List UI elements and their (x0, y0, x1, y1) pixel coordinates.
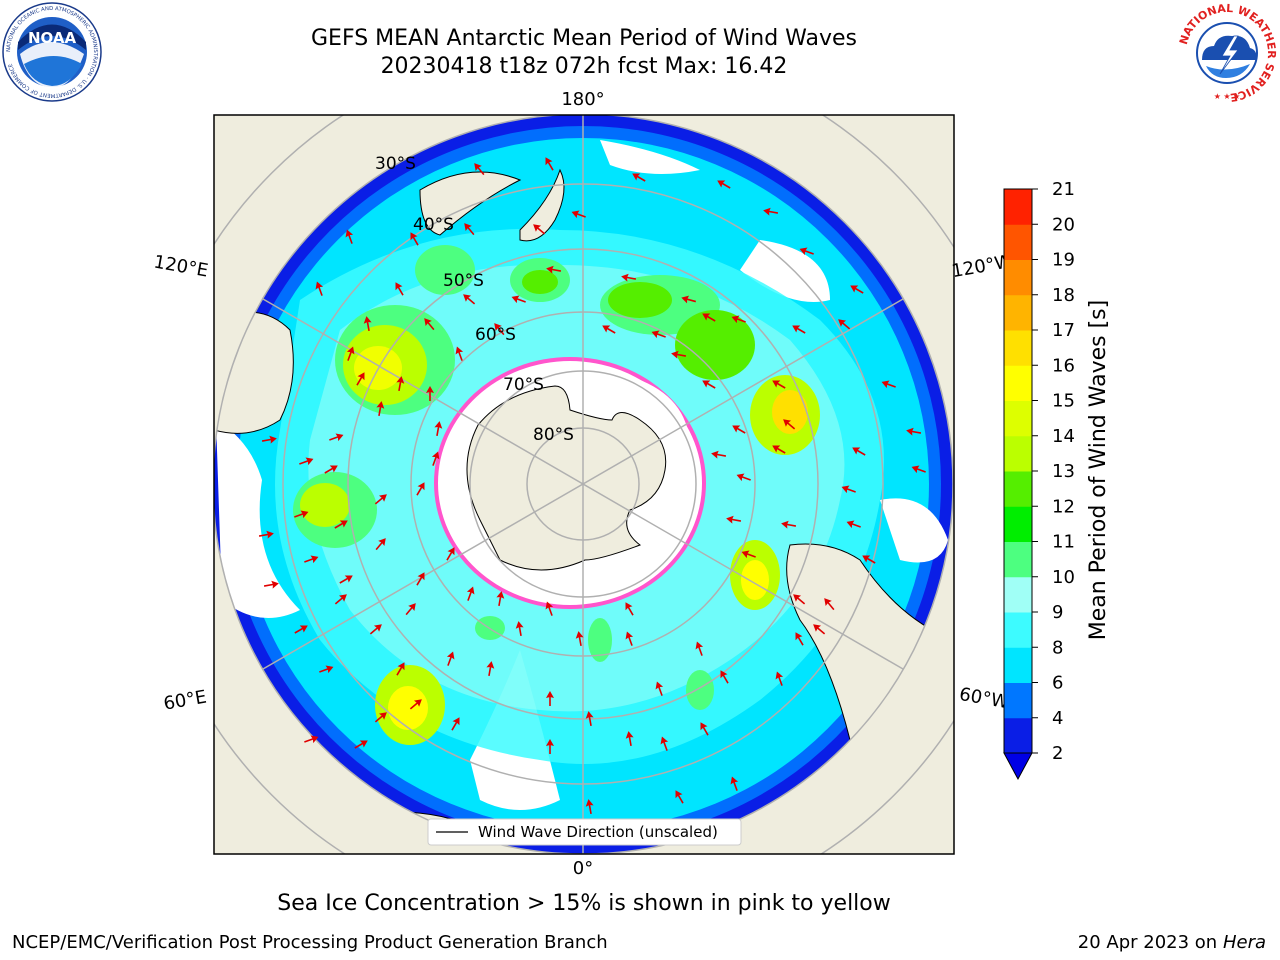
colorbar-tick-label: 21 (1052, 179, 1075, 200)
colorbar-label: Mean Period of Wind Waves [s] (1086, 300, 1111, 640)
new-zealand (519, 168, 565, 242)
lat-label-30s: 30°S (375, 154, 416, 174)
colorbar-segment (1004, 682, 1032, 719)
lon-label-60e: 60°E (162, 686, 208, 714)
colorbar-tick-label: 16 (1052, 355, 1075, 376)
colorbar-tick-label: 19 (1052, 250, 1075, 271)
colorbar-segment (1004, 612, 1032, 648)
map-title: GEFS MEAN Antarctic Mean Period of Wind … (311, 26, 857, 51)
colorbar-tick-label: 15 (1052, 391, 1075, 412)
colorbar-tick-label: 18 (1052, 285, 1075, 306)
noaa-logo: NATIONAL OCEANIC AND ATMOSPHERIC ADMINIS… (2, 2, 102, 102)
colorbar-tick-label: 12 (1052, 496, 1075, 517)
colorbar-segment (1004, 294, 1032, 331)
forecast-subtitle: 20230418 t18z 072h fcst Max: 16.42 (380, 54, 788, 79)
legend-label: Wind Wave Direction (unscaled) (478, 823, 718, 841)
colorbar-tick-label: 13 (1052, 461, 1075, 482)
colorbar-under-triangle (1003, 752, 1033, 781)
colorbar-segment (1004, 435, 1032, 472)
colorbar-segment (1004, 365, 1032, 401)
colorbar: 2 4 6 8 9 10 11 12 13 14 15 16 17 18 19 20 21 (1003, 179, 1075, 781)
colorbar-tick-label: 2 (1052, 743, 1063, 764)
colorbar-tick-label: 9 (1052, 602, 1063, 623)
colorbar-tick-label: 14 (1052, 426, 1075, 447)
footer-machine: Hera (1222, 932, 1266, 953)
colorbar-segment (1004, 506, 1032, 542)
nws-stars-icon: ★ ★ ★ (1214, 92, 1241, 101)
plot-frame (213, 114, 955, 855)
lon-label-60w: 60°W (958, 684, 1011, 713)
colorbar-segment (1004, 541, 1032, 578)
colorbar-segment (1004, 259, 1032, 296)
footer-credit: NCEP/EMC/Verification Post Processing Pr… (12, 932, 608, 953)
lon-label-0: 0° (573, 858, 593, 879)
colorbar-segment (1004, 189, 1032, 225)
colorbar-segment (1004, 717, 1032, 754)
noaa-logo-text: NOAA (28, 29, 77, 47)
colorbar-tick-label: 20 (1052, 214, 1075, 235)
colorbar-tick-label: 17 (1052, 320, 1075, 341)
lon-label-120e: 120°E (152, 251, 210, 281)
arrow-legend: Wind Wave Direction (unscaled) (427, 818, 742, 846)
lon-label-180: 180° (561, 89, 604, 110)
colorbar-tick-label: 4 (1052, 708, 1063, 729)
footer-date-text: 20 Apr 2023 on (1077, 932, 1223, 953)
colorbar-segment (1004, 471, 1032, 507)
colorbar-tick-label: 6 (1052, 673, 1063, 694)
colorbar-segment (1004, 400, 1032, 437)
nws-logo: NATIONAL WEATHER SERVICE ★ ★ ★ (1177, 2, 1278, 104)
colorbar-segment (1004, 647, 1032, 683)
sea-ice-note: Sea Ice Concentration > 15% is shown in … (277, 891, 891, 916)
footer-date: 20 Apr 2023 on Hera (1078, 932, 1266, 953)
lat-label-50s: 50°S (443, 271, 484, 291)
lat-label-70s: 70°S (503, 375, 544, 395)
colorbar-tick-label: 10 (1052, 567, 1075, 588)
lat-label-80s: 80°S (533, 425, 574, 445)
colorbar-segment (1004, 224, 1032, 260)
colorbar-tick-label: 8 (1052, 637, 1063, 658)
colorbar-tick-label: 11 (1052, 532, 1075, 553)
no-data-patch (216, 420, 300, 618)
colorbar-segment (1004, 330, 1032, 366)
lat-label-40s: 40°S (413, 215, 454, 235)
graticule (214, 115, 954, 854)
colorbar-segment (1004, 576, 1032, 613)
lat-label-60s: 60°S (475, 325, 516, 345)
